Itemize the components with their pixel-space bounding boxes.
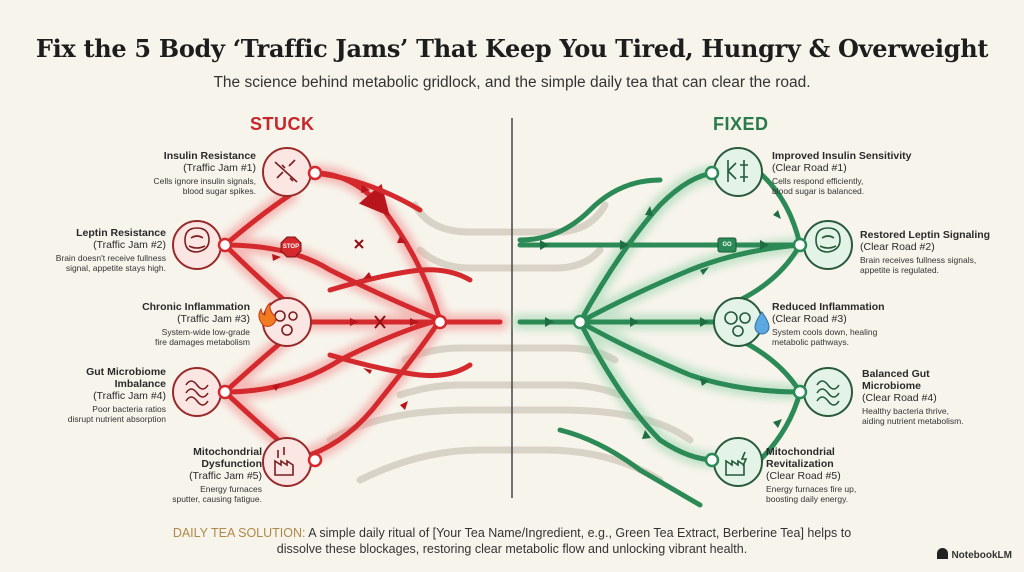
stuck-arrows xyxy=(272,185,419,410)
fixed-arrows xyxy=(540,206,782,439)
page-title: Fix the 5 Body ‘Traffic Jams’ That Keep … xyxy=(35,34,989,63)
fixed-heading: FIXED xyxy=(713,114,769,134)
stuck-item-4-name: Gut Microbiome xyxy=(86,366,166,378)
stuck-side-nodes xyxy=(217,165,323,468)
fixed-item-4-name: Balanced Gut xyxy=(862,368,930,380)
go-sign xyxy=(717,237,737,253)
fixed-item-4: Balanced Gut Microbiome (Clear Road #4) … xyxy=(862,368,1022,426)
fixed-item-1-desc2: blood sugar is balanced. xyxy=(772,186,865,196)
fixed-item-3-desc2: metabolic pathways. xyxy=(772,337,850,347)
stuck-item-1-name: Insulin Resistance xyxy=(163,150,256,162)
stuck-item-1: Insulin Resistance (Traffic Jam #1) Cell… xyxy=(106,150,256,196)
stop-sign-label: STOP xyxy=(282,244,300,250)
fixed-side-nodes xyxy=(704,165,808,468)
stuck-item-4: Gut Microbiome Imbalance (Traffic Jam #4… xyxy=(16,366,166,424)
stuck-item-5-desc2: sputter, causing fatigue. xyxy=(172,494,262,504)
brand-label: NotebookLM xyxy=(951,550,1012,561)
stuck-junction xyxy=(432,314,448,330)
stuck-roads xyxy=(222,170,503,458)
stuck-item-5-sub: (Traffic Jam #5) xyxy=(189,470,262,482)
fixed-item-5-desc2: boosting daily energy. xyxy=(766,494,849,504)
fixed-icon-circles xyxy=(713,147,853,487)
stuck-item-2-name: Leptin Resistance xyxy=(76,227,166,239)
fixed-item-5-name2: Revitalization xyxy=(766,458,834,470)
fixed-item-3-name: Reduced Inflammation xyxy=(772,301,885,313)
fixed-item-1-name: Improved Insulin Sensitivity xyxy=(772,150,912,162)
stuck-item-4-name2: Imbalance xyxy=(114,378,166,390)
stuck-item-3-desc2: fire damages metabolism xyxy=(155,337,250,347)
fixed-item-2: Restored Leptin Signaling (Clear Road #2… xyxy=(860,229,1020,275)
fixed-item-5: Mitochondrial Revitalization (Clear Road… xyxy=(766,446,926,504)
flame-icon xyxy=(258,301,277,327)
stuck-item-3: Chronic Inflammation (Traffic Jam #3) Sy… xyxy=(100,301,250,347)
fixed-item-3-sub: (Clear Road #3) xyxy=(772,313,847,325)
fixed-item-1-desc1: Cells respond efficiently, xyxy=(772,176,864,186)
footer-key: DAILY TEA SOLUTION: xyxy=(172,526,306,540)
stuck-item-3-desc1: System-wide low-grade xyxy=(161,327,250,337)
stuck-item-2-sub: (Traffic Jam #2) xyxy=(93,239,166,251)
stuck-item-1-sub: (Traffic Jam #1) xyxy=(183,162,256,174)
stuck-heading: STUCK xyxy=(250,114,315,134)
stuck-item-1-desc1: Cells ignore insulin signals, xyxy=(153,176,256,186)
fixed-item-4-desc1: Healthy bacteria thrive, xyxy=(862,406,949,416)
fixed-item-5-name: Mitochondrial xyxy=(766,446,835,458)
stuck-item-5: Mitochondrial Dysfunction (Traffic Jam #… xyxy=(112,446,262,504)
tea-solution-footer: DAILY TEA SOLUTION: A simple daily ritua… xyxy=(160,525,864,557)
stuck-item-2-desc1: Brain doesn't receive fullness xyxy=(55,253,166,263)
fixed-item-2-desc2: appetite is regulated. xyxy=(860,265,939,275)
footer-line1: A simple daily ritual of [Your Tea Name/… xyxy=(305,526,852,540)
stuck-item-4-desc2: disrupt nutrient absorption xyxy=(67,414,166,424)
droplet-icon xyxy=(754,311,770,335)
stop-sign xyxy=(280,236,302,258)
notebooklm-logo-icon xyxy=(937,548,949,559)
fixed-item-1-sub: (Clear Road #1) xyxy=(772,162,847,174)
go-sign-label: GO xyxy=(722,242,732,248)
stuck-blocks xyxy=(354,239,386,329)
stuck-item-2: Leptin Resistance (Traffic Jam #2) Brain… xyxy=(16,227,166,273)
fixed-item-3-desc1: System cools down, healing xyxy=(772,327,878,337)
fixed-item-1: Improved Insulin Sensitivity (Clear Road… xyxy=(772,150,932,196)
stuck-item-3-name: Chronic Inflammation xyxy=(142,301,250,313)
stuck-item-4-desc1: Poor bacteria ratios xyxy=(92,404,166,414)
stuck-item-5-name2: Dysfunction xyxy=(201,458,262,470)
fixed-roads xyxy=(517,170,803,508)
calm-cells-icon xyxy=(713,297,763,347)
fixed-item-5-sub: (Clear Road #5) xyxy=(766,470,841,482)
fixed-item-2-desc1: Brain receives fullness signals, xyxy=(860,255,977,265)
fixed-item-2-name: Restored Leptin Signaling xyxy=(860,229,991,241)
stuck-item-1-desc2: blood sugar spikes. xyxy=(182,186,256,196)
fixed-item-4-sub: (Clear Road #4) xyxy=(862,392,937,404)
stuck-item-5-desc1: Energy furnaces xyxy=(200,484,262,494)
fixed-item-4-name2: Microbiome xyxy=(862,380,921,392)
stuck-item-3-sub: (Traffic Jam #3) xyxy=(177,313,250,325)
brand-badge: NotebookLM xyxy=(937,548,1012,561)
fixed-item-5-desc1: Energy furnaces fire up, xyxy=(766,484,857,494)
fixed-junction xyxy=(572,314,588,330)
footer-line2: dissolve these blockages, restoring clea… xyxy=(276,542,748,556)
insulin-sensitivity-icon xyxy=(713,147,763,197)
stuck-item-5-name: Mitochondrial xyxy=(193,446,262,458)
stuck-item-2-desc2: signal, appetite stays high. xyxy=(65,263,166,273)
fixed-item-3: Reduced Inflammation (Clear Road #3) Sys… xyxy=(772,301,932,347)
page-subtitle: The science behind metabolic gridlock, a… xyxy=(213,74,811,91)
fixed-item-4-desc2: aiding nutrient metabolism. xyxy=(862,416,964,426)
stuck-item-4-sub: (Traffic Jam #4) xyxy=(93,390,166,402)
fixed-item-2-sub: (Clear Road #2) xyxy=(860,241,935,253)
